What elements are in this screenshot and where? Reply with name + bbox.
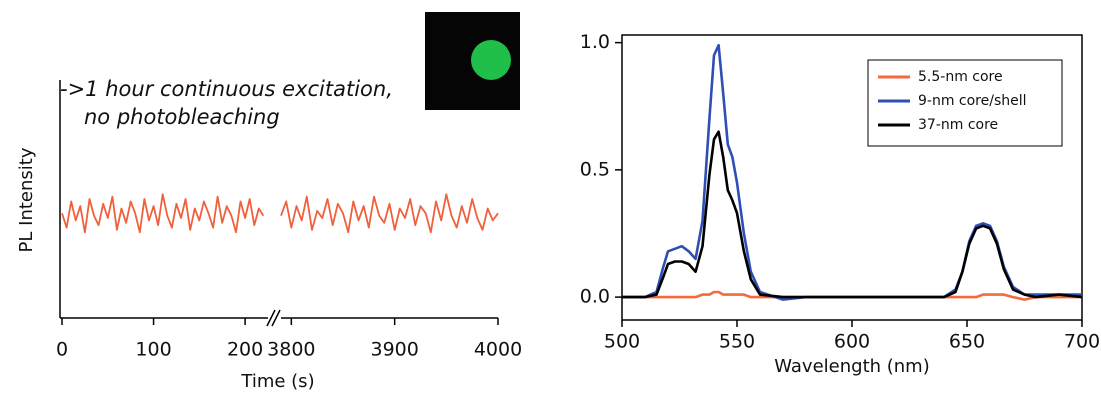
legend-label: 5.5-nm core — [918, 69, 1003, 85]
y-tick-label: 1.0 — [580, 31, 610, 53]
x-tick-label: 3800 — [267, 339, 315, 361]
legend-label: 37-nm core — [918, 117, 998, 133]
x-axis-label: Time (s) — [240, 371, 314, 392]
inset-image — [425, 12, 520, 110]
x-tick-label: 700 — [1064, 331, 1100, 353]
x-tick-label: 500 — [604, 331, 640, 353]
x-tick-label: 550 — [719, 331, 755, 353]
legend-box — [867, 59, 1063, 147]
y-axis-label: PL Intensity — [16, 147, 37, 252]
x-tick-label: 0 — [56, 339, 68, 361]
x-tick-label: 650 — [949, 331, 985, 353]
legend-label: 9-nm core/shell — [918, 93, 1027, 109]
axis-break — [266, 309, 276, 327]
y-tick-label: 0.0 — [580, 286, 610, 308]
x-tick-label: 100 — [135, 339, 171, 361]
x-axis-label: Wavelength (nm) — [774, 356, 930, 377]
x-tick-label: 600 — [834, 331, 870, 353]
trace — [280, 193, 499, 234]
annotation: ->1 hour continuous excitation, — [60, 77, 393, 101]
inset-spot — [471, 40, 511, 80]
x-tick-label: 200 — [227, 339, 263, 361]
spectrum-line — [622, 130, 1083, 299]
x-tick-label: 4000 — [474, 339, 522, 361]
x-tick-label: 3900 — [370, 339, 418, 361]
axis-break — [271, 309, 281, 327]
spectrum-line — [622, 290, 1082, 301]
annotation: no photobleaching — [84, 105, 280, 129]
trace — [61, 193, 265, 234]
y-tick-label: 0.5 — [580, 158, 610, 180]
